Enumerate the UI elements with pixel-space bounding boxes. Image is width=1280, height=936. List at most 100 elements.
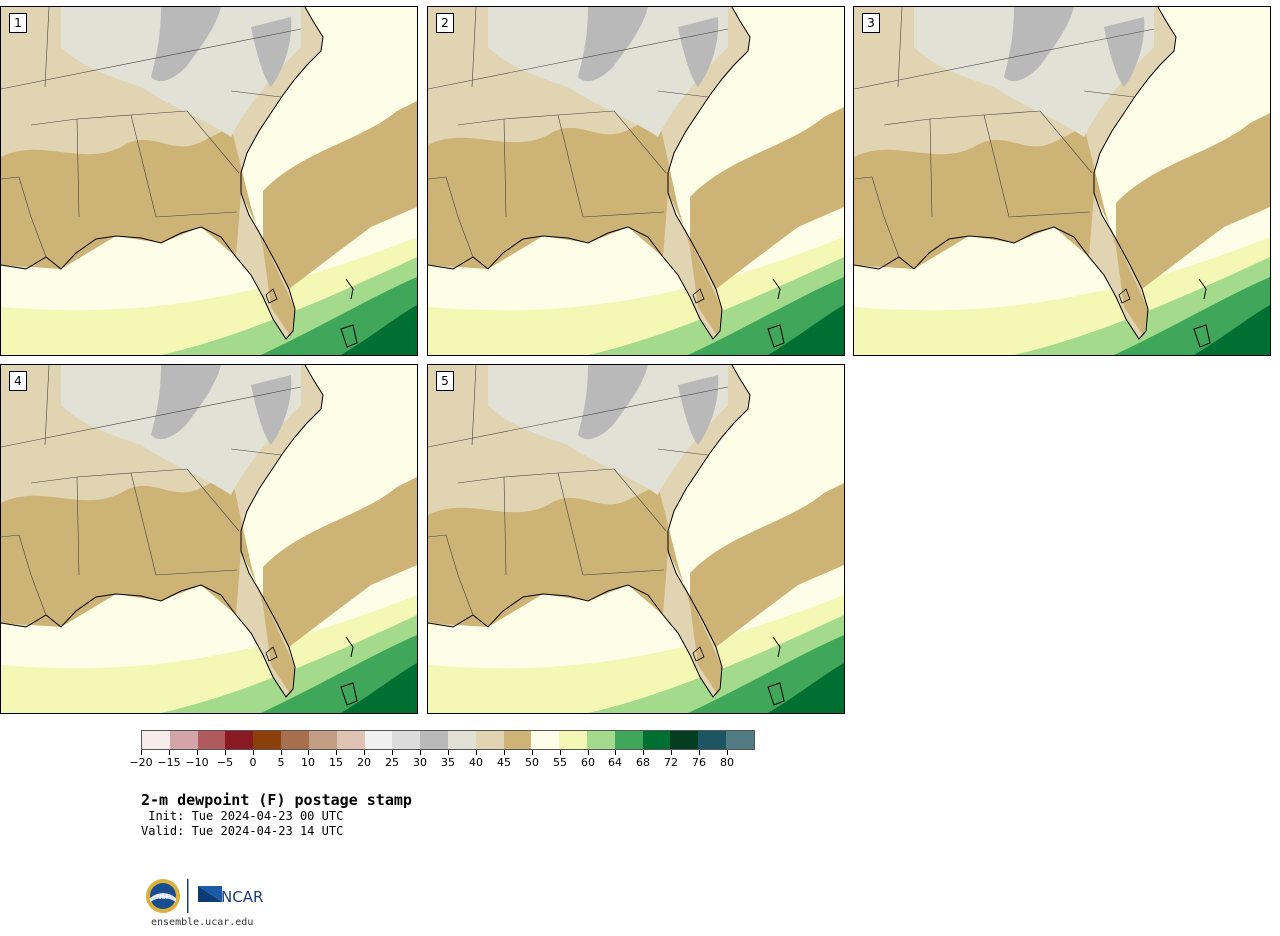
colorbar-tick: [504, 750, 505, 755]
bahamas-coast: [1193, 324, 1211, 348]
state-border: [44, 7, 50, 88]
dewpoint-map: [428, 7, 844, 355]
colorbar-segment: [308, 731, 337, 749]
state-border: [582, 569, 665, 576]
colorbar-tick: [169, 750, 170, 755]
state-border: [883, 110, 1041, 126]
bahamas-coast: [345, 278, 354, 300]
land-dewpoint-35: [488, 365, 728, 495]
state-border: [445, 534, 474, 616]
colorbar-tick: [560, 750, 561, 755]
state-border: [428, 386, 729, 448]
state-border: [1083, 90, 1135, 98]
lake-okeechobee: [265, 288, 278, 304]
member-label: 3: [862, 13, 880, 33]
piedmont-dewpoint-30: [678, 375, 719, 445]
colorbar-tick-label: −10: [185, 756, 209, 769]
state-border: [155, 211, 238, 218]
state-border: [657, 90, 709, 98]
colorbar-segment: [670, 731, 699, 749]
colorbar-tick-label: 50: [525, 756, 539, 769]
colorbar-tick-label: −5: [216, 756, 234, 769]
site-url: ensemble.ucar.edu: [151, 917, 254, 928]
colorbar-tick: [197, 750, 198, 755]
state-border: [457, 468, 615, 484]
coastline: [428, 7, 751, 340]
dewpoint-map: [1, 7, 417, 355]
colorbar-segment: [698, 731, 727, 749]
dewpoint-band-68: [341, 305, 417, 355]
member-label: 5: [436, 371, 454, 391]
land-dewpoint-35: [61, 7, 301, 137]
colorbar-tick-label: 15: [329, 756, 343, 769]
state-border: [18, 534, 47, 616]
state-border: [613, 468, 667, 532]
atlantic-dewpoint-45: [690, 483, 844, 647]
colorbar-segment: [169, 731, 198, 749]
dewpoint-map: [428, 365, 844, 713]
land-dewpoint-45: [854, 127, 1148, 337]
lake-okeechobee: [265, 646, 278, 662]
state-border: [503, 118, 507, 218]
state-border: [18, 176, 47, 258]
land-dewpoint-45: [428, 485, 722, 695]
colorbar-segment: [726, 731, 754, 749]
colorbar-tick: [336, 750, 337, 755]
state-border: [230, 90, 282, 98]
colorbar-segment: [364, 731, 393, 749]
bahamas-coast: [767, 324, 785, 348]
appalachian-dewpoint-30: [1004, 7, 1074, 82]
colorbar-tick-label: 5: [277, 756, 285, 769]
member-label: 1: [9, 13, 27, 33]
dewpoint-band-68: [768, 663, 844, 713]
coastline: [1, 365, 324, 698]
land-dewpoint-45: [1, 127, 295, 337]
appalachian-dewpoint-30: [151, 7, 221, 82]
dewpoint-band-68: [768, 305, 844, 355]
state-border: [1039, 110, 1093, 174]
state-border: [155, 569, 238, 576]
page-title: 2-m dewpoint (F) postage stamp: [141, 791, 412, 809]
state-border: [1, 534, 20, 538]
colorbar-tick-label: 72: [664, 756, 678, 769]
state-border: [557, 114, 584, 218]
land-dewpoint-45: [1, 473, 295, 695]
state-border: [44, 365, 50, 446]
lake-okeechobee: [692, 646, 705, 662]
land-dewpoint-35: [488, 7, 728, 137]
colorbar-tick: [643, 750, 644, 755]
state-border: [457, 110, 615, 126]
state-border: [1, 28, 302, 90]
nsf-logo-text: NSF: [156, 893, 170, 901]
logos: NSF NCAR: [144, 876, 274, 916]
bahamas-coast: [340, 682, 358, 706]
colorbar-tick: [448, 750, 449, 755]
piedmont-dewpoint-30: [678, 17, 719, 87]
coastline: [854, 7, 1177, 340]
colorbar-segment: [336, 731, 365, 749]
member-label: 4: [9, 371, 27, 391]
colorbar-tick-label: 76: [692, 756, 706, 769]
dewpoint-band-68: [341, 663, 417, 713]
colorbar-segment: [475, 731, 504, 749]
bahamas-coast: [1198, 278, 1207, 300]
piedmont-dewpoint-30: [251, 17, 292, 87]
colorbar-segment: [587, 731, 615, 749]
state-border: [186, 468, 240, 532]
bahamas-coast: [340, 324, 358, 348]
colorbar-tick-label: 30: [413, 756, 427, 769]
dewpoint-map: [1, 365, 417, 713]
coastline: [428, 365, 751, 698]
colorbar-segment: [281, 731, 309, 749]
land-dewpoint-45: [428, 115, 722, 337]
colorbar-tick: [727, 750, 728, 755]
colorbar-tick-label: 64: [608, 756, 622, 769]
bahamas-coast: [767, 682, 785, 706]
colorbar-tick: [308, 750, 309, 755]
colorbar-segment: [614, 731, 643, 749]
state-border: [76, 476, 80, 576]
state-border: [854, 176, 873, 180]
colorbar-tick-label: 55: [553, 756, 567, 769]
appalachian-dewpoint-30: [578, 7, 648, 82]
colorbar-tick: [671, 750, 672, 755]
